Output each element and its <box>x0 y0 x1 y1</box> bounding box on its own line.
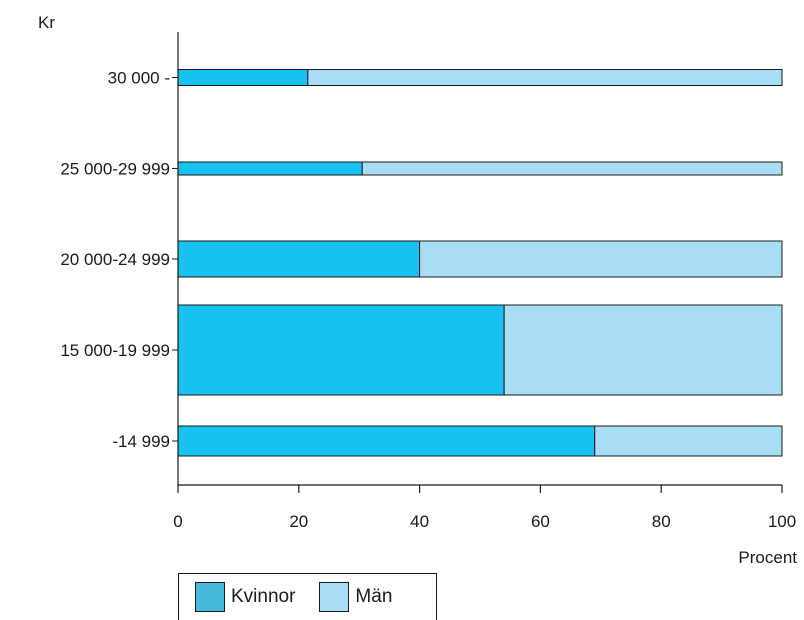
y-tick-label: 15 000-19 999 <box>60 341 170 360</box>
bar-kvinnor-25-000-29-999 <box>177 161 363 176</box>
bar-kvinnor-20-000-24-999 <box>177 240 421 278</box>
x-tick-label: 100 <box>768 512 796 531</box>
x-tick-label: 40 <box>410 512 429 531</box>
bar-m-n-14-999 <box>594 425 783 457</box>
x-axis-title: Procent <box>738 548 797 567</box>
x-tick-label: 20 <box>289 512 308 531</box>
x-ticks-group: 0 20 40 60 80 100 <box>173 485 796 531</box>
y-tick-label: 20 000-24 999 <box>60 250 170 269</box>
chart-canvas: 30 000 - 25 000-29 999 20 000-24 999 15 000… <box>38 13 797 567</box>
y-tick-label: 25 000-29 999 <box>60 160 170 179</box>
legend-label-man: Män <box>355 586 393 607</box>
bar-kvinnor-30-000 <box>177 69 309 86</box>
legend-swatch-man <box>319 582 350 612</box>
y-tick-label: -14 999 <box>112 432 170 451</box>
x-tick-label: 60 <box>531 512 550 531</box>
legend-swatch-kvinnor <box>195 582 225 612</box>
bar-kvinnor-15-000-19-999 <box>177 304 505 396</box>
y-tick-label: 30 000 - <box>108 69 170 88</box>
y-axis-title: Kr <box>38 13 55 32</box>
legend-item-man: Män <box>319 582 392 612</box>
bar-m-n-20-000-24-999 <box>419 240 783 278</box>
x-tick-label: 0 <box>173 512 182 531</box>
bar-kvinnor-14-999 <box>177 425 596 457</box>
legend-label-kvinnor: Kvinnor <box>231 586 296 607</box>
bar-m-n-25-000-29-999 <box>361 161 783 176</box>
legend: Kvinnor Män <box>178 573 437 620</box>
bar-m-n-15-000-19-999 <box>503 304 783 396</box>
bars-group <box>177 69 783 457</box>
x-tick-label: 80 <box>652 512 671 531</box>
bar-m-n-30-000 <box>307 69 783 86</box>
y-ticks-group: 30 000 - 25 000-29 999 20 000-24 999 15 000… <box>60 69 178 451</box>
legend-item-kvinnor: Kvinnor <box>195 582 295 612</box>
